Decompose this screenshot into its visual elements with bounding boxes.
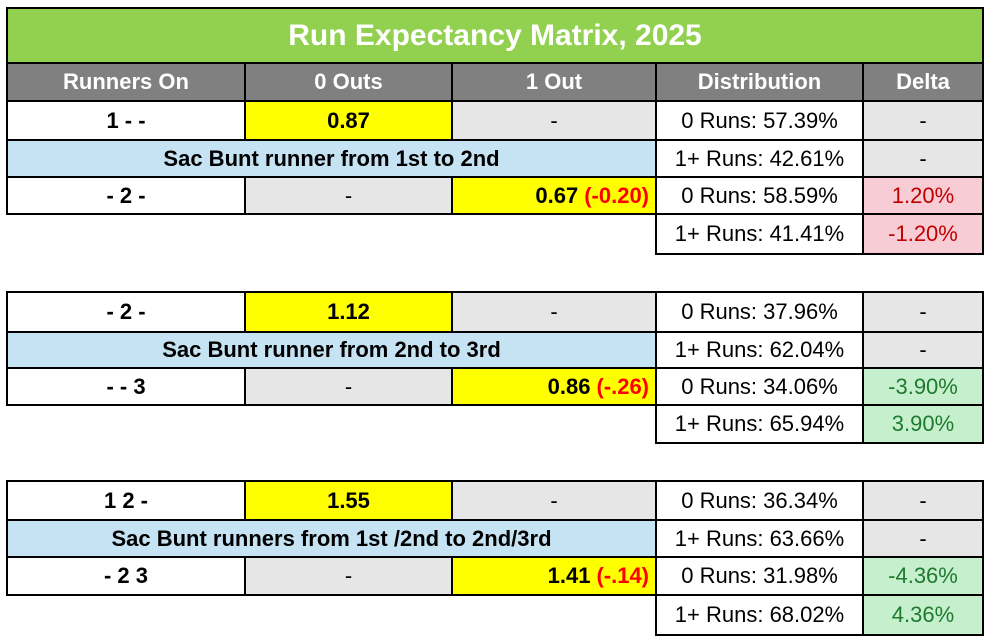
delta-cell: -: [862, 519, 984, 558]
distribution-cell: 0 Runs: 57.39%: [655, 100, 864, 141]
delta-cell: -3.90%: [862, 367, 984, 406]
run-expectancy-value: 1.41: [547, 563, 591, 588]
distribution-cell: 0 Runs: 31.98%: [655, 556, 864, 596]
runners-on-cell: 1 - -: [6, 100, 246, 141]
zero-outs-cell: -: [244, 176, 453, 215]
distribution-cell: 0 Runs: 34.06%: [655, 367, 864, 406]
sac-bunt-label: Sac Bunt runner from 2nd to 3rd: [6, 331, 657, 369]
runners-on-cell: - - 3: [6, 367, 246, 406]
distribution-cell: 1+ Runs: 41.41%: [655, 213, 864, 255]
zero-outs-cell: -: [244, 367, 453, 406]
distribution-cell: 1+ Runs: 62.04%: [655, 331, 864, 369]
distribution-cell: 1+ Runs: 68.02%: [655, 594, 864, 636]
one-out-cell: -: [451, 291, 657, 333]
header-1-out: 1 Out: [451, 62, 657, 102]
run-expectancy-value: 0.86: [547, 373, 591, 399]
run-expectancy-value: 0.67: [535, 182, 579, 208]
one-out-cell: -: [451, 480, 657, 521]
table-title: Run Expectancy Matrix, 2025: [6, 7, 984, 64]
one-out-cell: -: [451, 100, 657, 141]
delta-cell: 1.20%: [862, 176, 984, 215]
delta-cell: -: [862, 331, 984, 369]
distribution-cell: 1+ Runs: 63.66%: [655, 519, 864, 558]
header-distribution: Distribution: [655, 62, 864, 102]
zero-outs-cell: -: [244, 556, 453, 596]
distribution-cell: 0 Runs: 36.34%: [655, 480, 864, 521]
zero-outs-cell: 1.55: [244, 480, 453, 521]
header-runners-on: Runners On: [6, 62, 246, 102]
header-0-outs: 0 Outs: [244, 62, 453, 102]
zero-outs-cell: 0.87: [244, 100, 453, 141]
one-out-cell: 1.41 (-.14): [451, 556, 657, 596]
delta-cell: -4.36%: [862, 556, 984, 596]
sac-bunt-label: Sac Bunt runners from 1st /2nd to 2nd/3r…: [6, 519, 657, 558]
delta-cell: -: [862, 139, 984, 178]
runners-on-cell: - 2 3: [6, 556, 246, 596]
runners-on-cell: 1 2 -: [6, 480, 246, 521]
distribution-cell: 1+ Runs: 42.61%: [655, 139, 864, 178]
run-expectancy-change: (-.14): [596, 563, 649, 588]
delta-cell: 3.90%: [862, 404, 984, 444]
runners-on-cell: - 2 -: [6, 291, 246, 333]
run-expectancy-change: (-.26): [596, 373, 649, 399]
header-delta: Delta: [862, 62, 984, 102]
delta-cell: -: [862, 480, 984, 521]
run-expectancy-change: (-0.20): [584, 182, 649, 208]
delta-cell: -1.20%: [862, 213, 984, 255]
distribution-cell: 0 Runs: 37.96%: [655, 291, 864, 333]
delta-cell: -: [862, 100, 984, 141]
distribution-cell: 0 Runs: 58.59%: [655, 176, 864, 215]
one-out-cell: 0.86 (-.26): [451, 367, 657, 406]
zero-outs-cell: 1.12: [244, 291, 453, 333]
delta-cell: -: [862, 291, 984, 333]
delta-cell: 4.36%: [862, 594, 984, 636]
runners-on-cell: - 2 -: [6, 176, 246, 215]
distribution-cell: 1+ Runs: 65.94%: [655, 404, 864, 444]
one-out-cell: 0.67 (-0.20): [451, 176, 657, 215]
sac-bunt-label: Sac Bunt runner from 1st to 2nd: [6, 139, 657, 178]
